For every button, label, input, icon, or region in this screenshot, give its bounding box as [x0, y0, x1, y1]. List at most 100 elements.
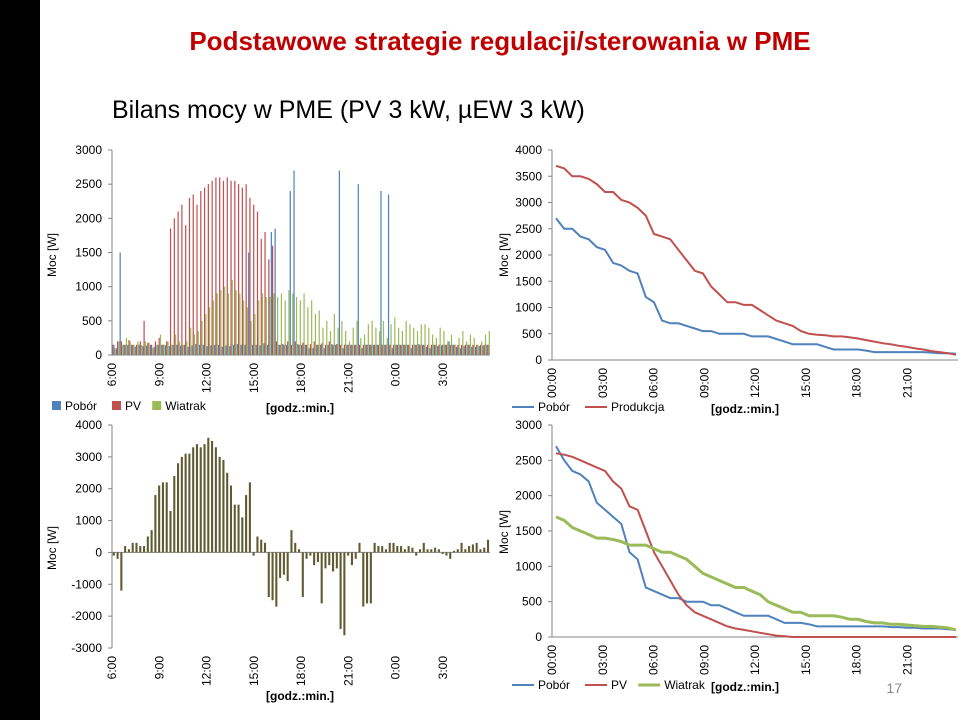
c3-bar: [275, 552, 278, 607]
c1-bar: [403, 344, 405, 355]
c3-x-tick-label: 0:00: [389, 656, 403, 680]
c2-legend-label: Produkcja: [611, 400, 665, 414]
c2-y-tick-label: 3000: [515, 196, 542, 210]
c3-bar: [460, 542, 463, 553]
c1-bar: [118, 341, 120, 355]
c1-x-tick-label: 3:00: [436, 363, 450, 387]
c3-bar: [173, 475, 176, 553]
c3-bar: [260, 539, 263, 553]
c1-bar: [404, 344, 406, 355]
c1-bar: [264, 232, 266, 355]
c1-bar: [284, 300, 286, 355]
c4-x-tick-label: 15:00: [799, 645, 813, 675]
c1-bar: [357, 184, 359, 355]
c1-bar: [203, 187, 206, 355]
c3-bar: [418, 549, 422, 553]
c1-bar: [172, 344, 174, 355]
c1-bar: [391, 348, 393, 355]
c2-y-tick-label: 2000: [515, 248, 542, 262]
c3-bar: [422, 542, 425, 553]
c3-bar: [430, 549, 433, 553]
c2-x-tick-label: 21:00: [900, 368, 914, 398]
c1-bar: [221, 346, 223, 355]
c1-bar: [472, 344, 474, 355]
c2-x-tick-label: 00:00: [545, 368, 559, 398]
c1-bar: [471, 346, 473, 355]
c1-bar: [360, 337, 362, 355]
c3-bar: [388, 542, 391, 553]
c1-x-tick-label: 9:00: [152, 363, 166, 387]
c1-bar: [469, 334, 472, 355]
c1-bar: [237, 184, 240, 355]
c1-bar: [158, 337, 160, 355]
c1-bar: [437, 346, 439, 355]
c1-bar: [137, 341, 139, 355]
slide-title: Podstawowe strategie regulacji/sterowani…: [189, 26, 811, 56]
c1-bar: [450, 334, 453, 355]
c1-bar: [274, 228, 276, 355]
c1-bar: [394, 317, 396, 355]
c2-x-tick-label: 06:00: [647, 368, 661, 398]
c1-bar: [464, 344, 466, 355]
c3-bar: [434, 547, 437, 553]
c1-bar: [455, 346, 458, 355]
c1-bar: [374, 344, 376, 355]
c1-bar: [235, 290, 237, 355]
c1-bar: [261, 293, 264, 355]
c1-bar: [311, 300, 313, 355]
c1-bar: [454, 344, 456, 355]
c2-y-tick-label: 4000: [515, 143, 542, 157]
c1-bar: [365, 344, 367, 355]
c1-bar: [343, 344, 346, 355]
c1-bar: [409, 324, 411, 355]
c3-bar: [131, 542, 134, 553]
c1-bar: [162, 344, 164, 355]
c1-bar: [387, 194, 390, 355]
c1-bar: [290, 344, 293, 355]
c1-bar: [313, 341, 315, 355]
c1-bar: [377, 344, 380, 355]
c2-series-line: [555, 164, 957, 356]
c3-bar: [449, 552, 452, 559]
c3-bar: [169, 511, 172, 553]
c1-bar: [153, 346, 155, 355]
c1-bar: [466, 341, 468, 355]
c1-bar: [448, 341, 450, 355]
c4-x-tick-label: 21:00: [900, 645, 914, 675]
c1-bar: [173, 218, 175, 355]
c1-bar: [435, 337, 437, 355]
c3-bar: [335, 552, 338, 569]
c1-bar: [419, 344, 421, 355]
c3-bar: [245, 495, 248, 553]
c3-bar: [146, 536, 149, 553]
c1-bar: [231, 279, 233, 355]
c1-bar: [215, 177, 217, 355]
c1-bar: [234, 180, 236, 355]
c4-x-tick-label: 00:00: [545, 645, 559, 675]
c4-y-tick-label: 2500: [515, 453, 542, 467]
c1-bar: [442, 344, 444, 355]
c1-bar: [135, 344, 138, 355]
c1-bar: [190, 327, 192, 355]
c2-y-tick-label: 2500: [515, 222, 542, 236]
c3-bar: [229, 485, 233, 553]
c1-bar: [449, 344, 451, 355]
c1-legend-swatch: [112, 401, 121, 410]
c1-bar: [298, 344, 300, 355]
c1-bar: [401, 331, 403, 355]
c1-bar: [372, 344, 375, 355]
c1-bar: [132, 344, 134, 355]
c1-bar: [408, 344, 410, 355]
c1-bar: [322, 327, 324, 355]
c1-bar: [326, 320, 328, 355]
c1-bar: [376, 344, 378, 355]
c1-bar: [226, 177, 228, 355]
c4-series-line: [555, 452, 956, 638]
c1-bar: [361, 348, 363, 355]
c4-x-tick-label: 06:00: [647, 645, 661, 675]
c3-bar: [415, 552, 418, 556]
c3-bar: [332, 552, 335, 572]
c1-bar: [482, 345, 484, 355]
c1-bar: [400, 344, 402, 355]
c3-bar: [328, 552, 331, 566]
